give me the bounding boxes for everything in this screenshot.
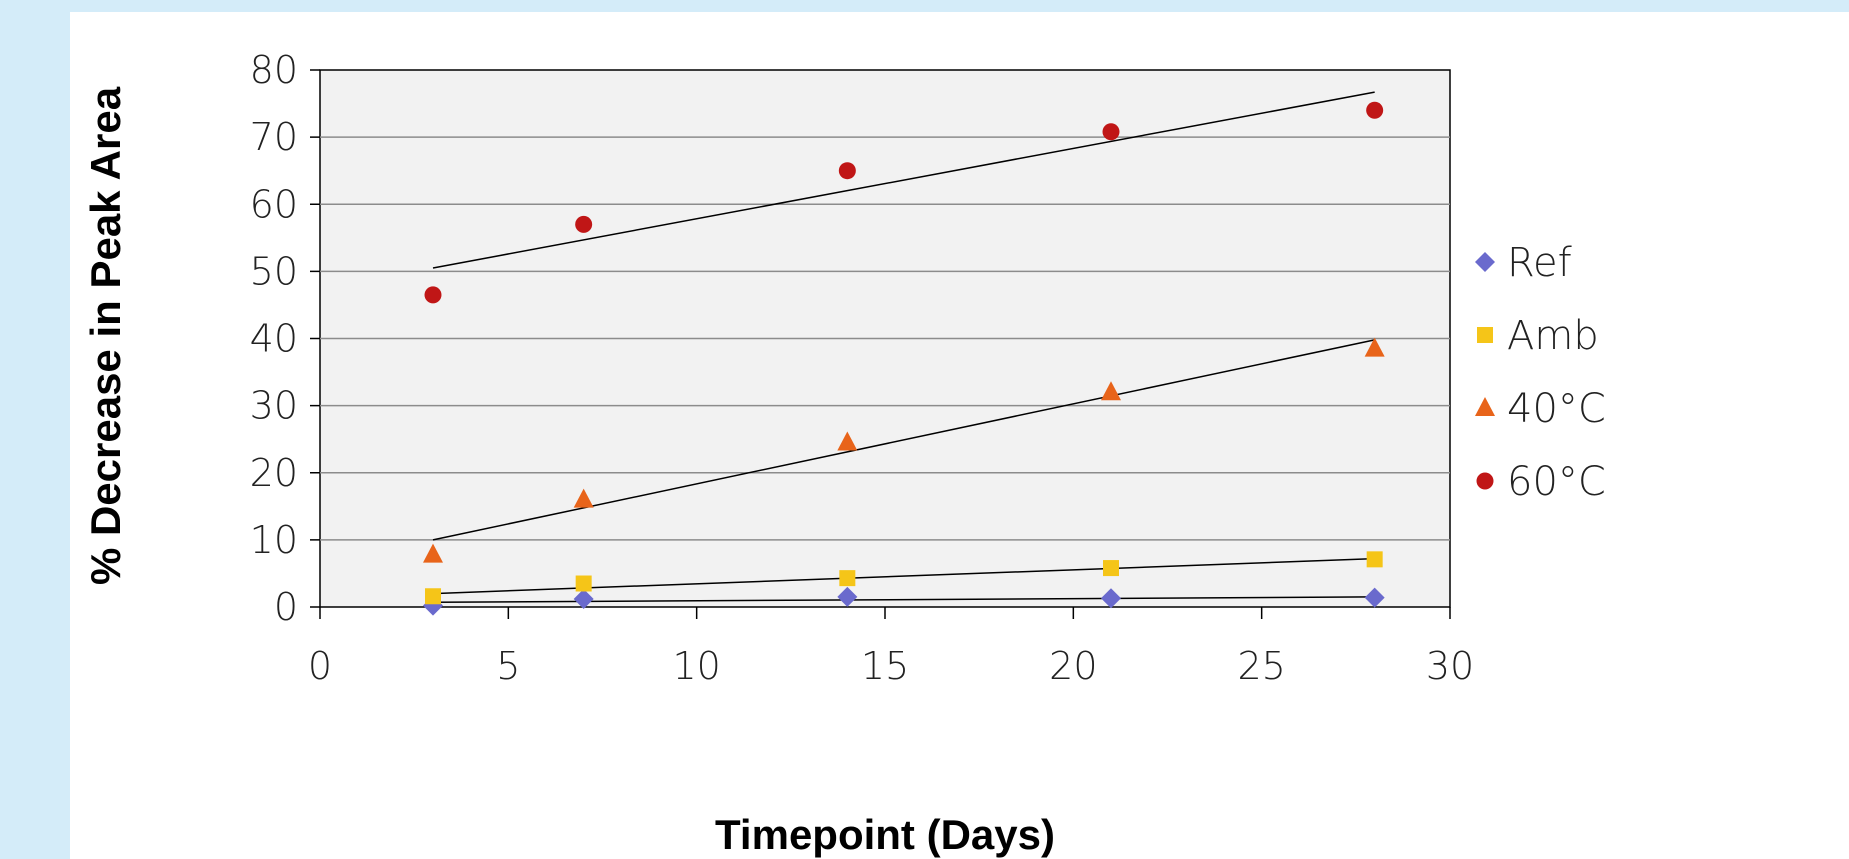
y-tick-label-80: 80 [250,48,298,92]
point-60c-1 [575,215,593,233]
legend-marker-60c [1476,472,1494,490]
point-ref-1 [573,588,594,609]
point-amb-1 [575,575,592,592]
x-axis: 0 5 10 15 20 25 30 [308,607,1474,688]
x-tick-label-10: 10 [672,644,720,688]
legend-label-40c: 40°C [1507,386,1606,432]
point-40c-3 [1101,381,1121,401]
x-tick-label-25: 25 [1237,644,1285,688]
point-60c-2 [838,162,856,180]
legend-marker-40c [1475,397,1495,416]
x-tick-label-30: 30 [1426,644,1474,688]
point-ref-3 [1101,588,1121,609]
y-tick-label-70: 70 [250,115,298,159]
legend-label-amb: Amb [1507,313,1599,359]
legend-marker-amb [1477,327,1493,343]
y-tick-label-20: 20 [250,451,298,495]
data-points [423,101,1385,616]
point-40c-1 [573,488,594,508]
point-amb-4 [1366,551,1383,568]
trendline-60c [432,91,1375,269]
point-amb-2 [839,570,856,587]
point-amb-0 [425,588,441,605]
x-tick-label-5: 5 [496,644,520,688]
point-ref-2 [837,586,858,607]
x-axis-title: Timepoint (Days) [715,811,1055,858]
point-amb-3 [1103,560,1119,577]
y-tick-label-60: 60 [250,182,298,226]
y-axis: 0 10 20 30 40 50 60 70 80 [250,48,320,629]
y-tick-label-40: 40 [250,317,298,361]
x-tick-label-0: 0 [308,644,332,688]
point-60c-4 [1366,101,1384,119]
legend: Ref Amb 40°C 60°C [1475,240,1606,505]
y-tick-label-0: 0 [274,585,298,629]
y-axis-title: % Decrease in Peak Area [82,86,129,585]
chart-card: 0 5 10 15 20 25 30 0 10 20 30 40 50 60 70 80 Ref Amb 40°… [70,12,1849,859]
y-tick-label-50: 50 [250,249,298,293]
legend-label-ref: Ref [1507,240,1572,286]
scatter-chart: 0 5 10 15 20 25 30 0 10 20 30 40 50 60 70 80 Ref Amb 40°… [82,48,1606,858]
legend-marker-ref [1475,252,1495,272]
x-tick-label-15: 15 [861,644,909,688]
point-60c-3 [1102,123,1120,141]
y-tick-label-10: 10 [250,518,298,562]
y-tick-label-30: 30 [250,384,298,428]
point-ref-4 [1364,587,1385,608]
legend-label-60c: 60°C [1507,459,1606,505]
point-40c-4 [1364,337,1385,357]
x-tick-label-20: 20 [1049,644,1097,688]
point-40c-0 [423,543,443,563]
point-60c-0 [424,286,442,304]
grid-lines [320,136,1450,541]
point-40c-2 [837,431,858,451]
